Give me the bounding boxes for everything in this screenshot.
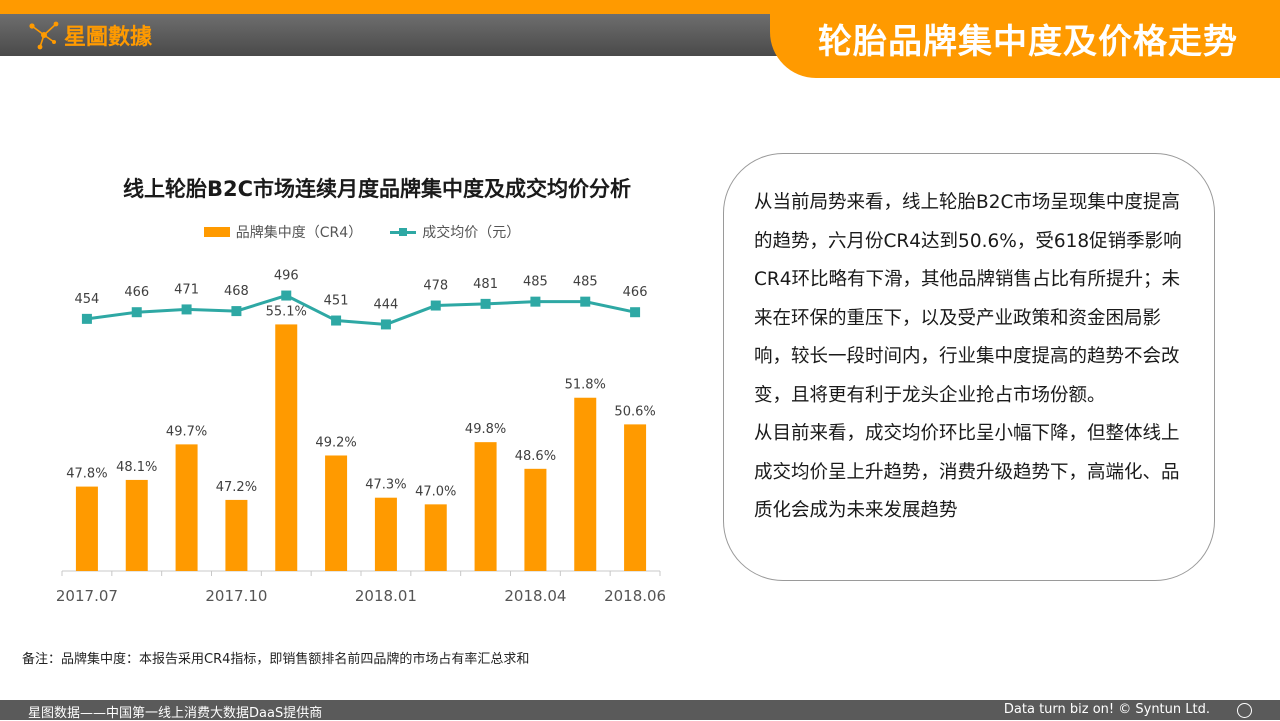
cr4-data-label: 47.2% [216,480,257,495]
cr4-data-label: 48.1% [116,460,157,475]
analysis-paragraph-2: 从目前来看，成交均价环比呈小幅下降，但整体线上成交均价呈上升趋势，消费升级趋势下… [754,423,1180,521]
price-data-label: 471 [174,282,199,297]
cr4-data-label: 48.6% [515,449,556,464]
price-point [131,307,142,318]
footer-copyright: Data turn biz on! © Syntun Ltd. [1003,702,1210,717]
price-data-label: 478 [423,279,448,294]
footer-bar: 星图数据——中国第一线上消费大数据DaaS提供商 Data turn biz o… [0,700,1280,721]
footnote: 备注：品牌集中度：本报告采用CR4指标，即销售额排名前四品牌的市场占有率汇总求和 [22,652,530,667]
price-data-label: 481 [473,277,498,292]
cr4-data-label: 51.8% [565,378,606,393]
cr4-bar [574,397,597,571]
cr4-bar [225,499,248,571]
cr4-bar [524,468,547,571]
x-tick-label: 2017.07 [56,587,118,605]
cr4-data-label: 55.1% [266,304,307,319]
price-point [81,313,92,324]
price-point [231,306,242,317]
cr4-data-label: 50.6% [614,404,655,419]
price-point [530,296,541,307]
price-line [86,293,636,326]
x-tick-label: 2017.10 [205,587,267,605]
cr4-data-label: 47.3% [365,478,406,493]
price-point [480,298,491,309]
x-tick-label: 2018.06 [604,587,666,605]
analysis-box: 从当前局势来看，线上轮胎B2C市场呈现集中度提高的趋势，六月份CR4达到50.6… [723,153,1215,581]
cr4-data-label: 47.0% [415,484,456,499]
price-data-label: 468 [224,284,249,299]
legend-bar-swatch [203,227,230,237]
price-point [380,319,391,330]
analysis-paragraph-1: 从当前局势来看，线上轮胎B2C市场呈现集中度提高的趋势，六月份CR4达到50.6… [754,192,1182,406]
cr4-bar [275,324,298,571]
cr4-bar [424,504,447,571]
page-title: 轮胎品牌集中度及价格走势 [818,22,1238,62]
chart-legend: 品牌集中度（CR4） 成交均价（元） [62,222,662,242]
cr4-bar [325,455,348,571]
cr4-bar [374,497,397,571]
cr4-bar [75,486,98,571]
price-point [181,304,192,315]
cr4-data-label: 49.8% [465,422,506,437]
cr4-bar [175,444,198,571]
legend-item-price: 成交均价（元） [390,222,520,242]
price-point [281,290,292,301]
price-point [331,315,342,326]
price-data-label: 466 [124,285,149,300]
cr4-bar [125,479,148,571]
price-data-label: 485 [573,275,598,290]
title-tab: 轮胎品牌集中度及价格走势 [770,0,1280,78]
x-tick-label: 2018.04 [504,587,566,605]
chart-title: 线上轮胎B2C市场连续月度品牌集中度及成交均价分析 [122,177,632,201]
price-data-label: 496 [274,269,299,284]
legend-line-swatch [390,227,417,237]
price-data-label: 485 [523,275,548,290]
circle-icon [1237,703,1252,718]
price-data-label: 466 [623,285,648,300]
legend-label-cr4: 品牌集中度（CR4） [235,225,363,241]
price-data-label: 444 [374,297,399,312]
legend-item-cr4: 品牌集中度（CR4） [203,222,363,242]
x-tick-label: 2018.01 [355,587,417,605]
price-point [430,300,441,311]
constellation-icon [29,21,59,50]
cr4-bar [474,442,497,571]
combo-chart: 47.8% 48.1% 49.7% 47.2% 55.1% 49.2% 47.3% 47.0%… [56,269,666,605]
cr4-data-label: 47.8% [66,467,107,482]
footer-tagline: 星图数据——中国第一线上消费大数据DaaS提供商 [28,706,323,721]
price-data-label: 454 [75,292,100,307]
price-point [580,296,591,307]
cr4-data-label: 49.2% [315,435,356,450]
legend-label-price: 成交均价（元） [422,225,521,241]
price-data-label: 451 [324,294,349,309]
cr4-data-label: 49.7% [166,424,207,439]
brand-name: 星圖數據 [64,25,153,50]
cr4-bar [624,424,647,571]
brand-logo: 星圖數據 [28,18,152,52]
price-point [630,307,641,318]
